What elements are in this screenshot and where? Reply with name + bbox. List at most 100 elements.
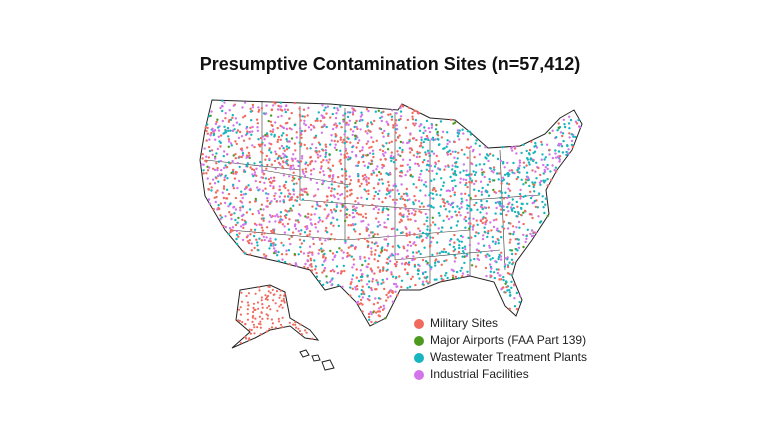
site-dot (247, 304, 250, 307)
site-dot (279, 211, 283, 214)
site-dot (370, 136, 373, 139)
site-dot (227, 161, 231, 164)
site-dot (246, 132, 249, 135)
site-dot (301, 198, 305, 201)
site-dot (473, 257, 476, 261)
site-dot (557, 142, 561, 146)
site-dot (324, 153, 327, 156)
site-dot (480, 199, 483, 203)
site-dot (272, 101, 275, 104)
site-dot (239, 225, 243, 228)
site-dot (342, 114, 345, 117)
site-dot (351, 150, 354, 154)
site-dot (326, 231, 329, 234)
site-dot (479, 205, 483, 208)
site-dot (237, 319, 240, 322)
site-dot (381, 131, 384, 135)
site-dot (381, 166, 384, 169)
site-dot (508, 201, 511, 204)
site-dot (515, 152, 518, 155)
site-dot (349, 179, 353, 182)
site-dot (219, 218, 222, 221)
site-dot (374, 110, 377, 113)
site-dot (298, 107, 301, 110)
site-dot (399, 164, 403, 167)
site-dot (513, 305, 517, 308)
site-dot (357, 213, 361, 216)
site-dot (289, 207, 292, 210)
site-dot (404, 226, 407, 229)
site-dot (347, 224, 350, 227)
site-dot (289, 242, 292, 246)
site-dot (398, 146, 402, 150)
site-dot (234, 153, 237, 156)
site-dot (367, 257, 371, 260)
site-dot (277, 104, 280, 108)
site-dot (279, 200, 282, 203)
site-dot (354, 288, 357, 291)
site-dot (418, 151, 421, 154)
site-dot (307, 106, 310, 110)
site-dot (418, 205, 422, 208)
site-dot (234, 170, 238, 174)
site-dot (302, 172, 305, 175)
site-dot (358, 232, 362, 236)
site-dot (349, 224, 353, 227)
site-dot (391, 188, 394, 192)
site-dot (497, 178, 500, 181)
site-dot (377, 283, 380, 286)
site-dot (378, 269, 382, 272)
site-dot (252, 306, 255, 309)
site-dot (215, 162, 218, 165)
site-dot (481, 221, 484, 225)
site-dot (351, 266, 354, 269)
site-dot (418, 129, 422, 132)
site-dot (514, 145, 517, 148)
site-dot (561, 134, 564, 138)
site-dot (241, 214, 245, 217)
site-dot (497, 268, 500, 271)
site-dot (479, 251, 482, 254)
site-dot (240, 193, 243, 197)
site-dot (381, 149, 385, 153)
site-dot (420, 141, 423, 145)
site-dot (534, 170, 537, 173)
site-dot (266, 298, 269, 301)
site-dot (517, 246, 521, 249)
site-dot (329, 116, 332, 119)
site-dot (531, 216, 534, 220)
site-dot (427, 164, 430, 167)
site-dot (383, 248, 386, 251)
site-dot (390, 271, 393, 274)
site-dot (258, 289, 261, 292)
site-dot (460, 206, 463, 209)
site-dot (492, 154, 495, 157)
site-dot (238, 319, 241, 322)
site-dot (439, 205, 442, 208)
site-dot (459, 181, 462, 184)
site-dot (269, 180, 272, 184)
site-dot (466, 273, 470, 277)
site-dot (359, 128, 362, 131)
site-dot (314, 268, 317, 271)
site-dot (370, 172, 373, 176)
site-dot (491, 257, 494, 260)
site-dot (387, 256, 391, 259)
site-dot (458, 207, 461, 210)
site-dot (519, 195, 522, 198)
site-dot (411, 251, 415, 254)
site-dot (409, 147, 413, 150)
site-dot (366, 239, 369, 243)
site-dot (539, 173, 542, 177)
site-dot (386, 218, 390, 221)
site-dot (480, 193, 484, 196)
site-dot (570, 143, 574, 147)
site-dot (269, 120, 273, 124)
site-dot (241, 152, 245, 155)
site-dot (303, 190, 306, 193)
site-dot (276, 108, 280, 111)
site-dot (370, 312, 373, 316)
site-dot (330, 134, 333, 137)
site-dot (506, 182, 509, 185)
